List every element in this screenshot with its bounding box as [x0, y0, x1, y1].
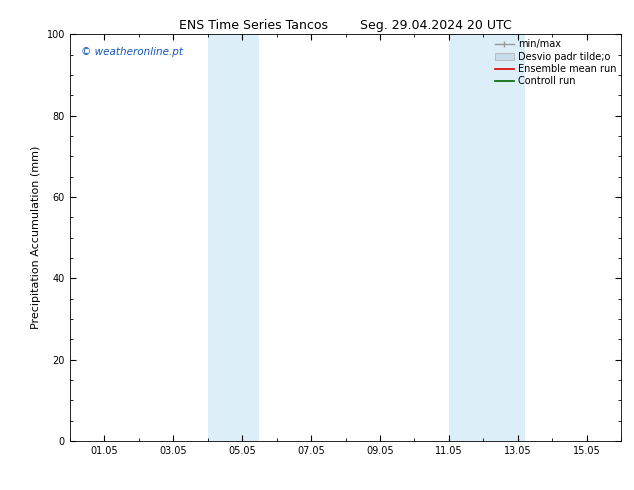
- Bar: [449, 34, 525, 441]
- Y-axis label: Precipitation Accumulation (mm): Precipitation Accumulation (mm): [31, 146, 41, 329]
- Bar: [207, 34, 259, 441]
- Title: ENS Time Series Tancos        Seg. 29.04.2024 20 UTC: ENS Time Series Tancos Seg. 29.04.2024 2…: [179, 19, 512, 32]
- Text: © weatheronline.pt: © weatheronline.pt: [81, 47, 183, 56]
- Legend: min/max, Desvio padr tilde;o, Ensemble mean run, Controll run: min/max, Desvio padr tilde;o, Ensemble m…: [493, 37, 618, 88]
